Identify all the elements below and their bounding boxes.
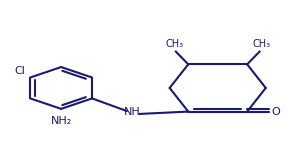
- Text: NH₂: NH₂: [51, 116, 72, 126]
- Text: CH₃: CH₃: [165, 39, 183, 49]
- Text: NH: NH: [124, 107, 141, 117]
- Text: CH₃: CH₃: [252, 39, 270, 49]
- Text: O: O: [271, 107, 280, 117]
- Text: Cl: Cl: [14, 66, 25, 76]
